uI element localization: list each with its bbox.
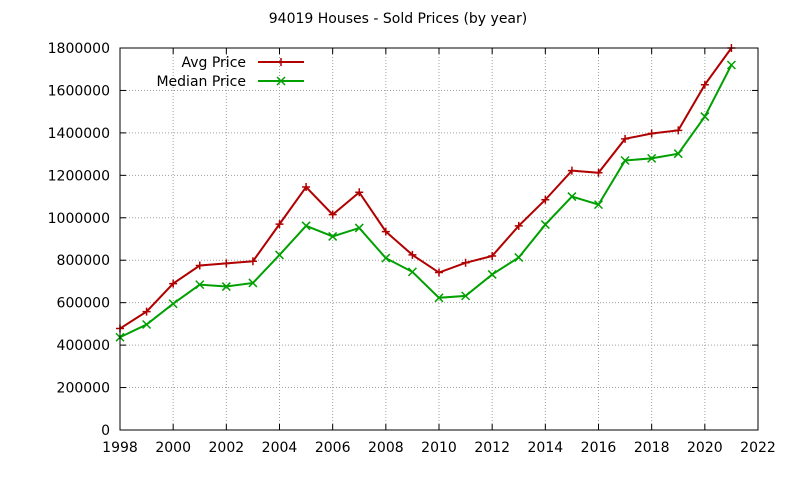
y-tick-label: 200000 xyxy=(57,381,110,397)
data-point xyxy=(541,195,550,204)
data-point xyxy=(674,126,683,135)
x-tick-label: 2012 xyxy=(474,440,510,456)
y-tick-label: 800000 xyxy=(57,253,110,269)
y-tick-label: 1600000 xyxy=(48,83,110,99)
data-point xyxy=(168,299,178,309)
y-tick-label: 0 xyxy=(101,423,110,439)
data-point xyxy=(726,60,736,70)
data-point xyxy=(169,279,178,288)
y-tick-label: 1200000 xyxy=(48,168,110,184)
data-point xyxy=(328,231,338,241)
data-point xyxy=(700,112,710,122)
x-tick-label: 2018 xyxy=(634,440,670,456)
data-point xyxy=(514,221,523,230)
data-point xyxy=(700,80,709,89)
data-point xyxy=(620,155,630,166)
series-median-price xyxy=(115,60,736,342)
data-point xyxy=(647,153,657,163)
data-point xyxy=(408,250,417,259)
x-tick-label: 2004 xyxy=(262,440,298,456)
data-point xyxy=(381,253,391,263)
y-tick-label: 1400000 xyxy=(48,126,110,142)
data-point xyxy=(328,210,337,219)
legend-label: Avg Price xyxy=(181,55,246,71)
grid xyxy=(120,48,758,430)
data-point xyxy=(514,252,524,262)
x-tick-label: 2022 xyxy=(740,440,776,456)
series-layer xyxy=(115,44,736,342)
x-tick-label: 2008 xyxy=(368,440,404,456)
x-tick-label: 2014 xyxy=(528,440,564,456)
y-tick-label: 400000 xyxy=(57,338,110,354)
y-tick-label: 600000 xyxy=(57,296,110,312)
x-tick-label: 2020 xyxy=(687,440,723,456)
data-point xyxy=(274,250,285,260)
data-point xyxy=(302,183,311,192)
data-point xyxy=(222,259,231,268)
data-point xyxy=(461,258,470,267)
data-point xyxy=(221,282,231,292)
data-point xyxy=(487,269,497,279)
chart-title: 94019 Houses - Sold Prices (by year) xyxy=(269,11,527,27)
data-point xyxy=(673,149,683,159)
series-line xyxy=(119,47,733,330)
legend: Avg Price Median Price xyxy=(156,55,304,90)
x-tick-label: 2010 xyxy=(421,440,457,456)
legend-marker xyxy=(276,76,286,86)
data-point xyxy=(275,220,284,229)
data-point xyxy=(461,291,471,301)
x-tick-label: 2000 xyxy=(155,440,191,456)
data-point xyxy=(248,278,258,288)
data-point xyxy=(621,134,630,143)
data-point xyxy=(195,280,205,290)
data-point xyxy=(142,307,151,316)
x-tick-label: 2006 xyxy=(315,440,351,456)
data-point xyxy=(354,223,364,233)
data-point xyxy=(593,200,604,210)
x-tick-label: 1998 xyxy=(102,440,138,456)
data-point xyxy=(594,168,603,177)
x-tick-label: 2002 xyxy=(209,440,245,456)
data-point xyxy=(567,166,576,175)
data-point xyxy=(248,257,257,266)
data-point xyxy=(540,220,550,230)
data-point xyxy=(301,221,311,231)
data-point xyxy=(407,267,417,277)
legend-label: Median Price xyxy=(156,74,246,90)
data-point xyxy=(647,129,656,138)
x-tick-label: 2016 xyxy=(581,440,617,456)
y-tick-label: 1000000 xyxy=(48,211,110,227)
data-point xyxy=(435,268,443,277)
data-point xyxy=(381,227,390,236)
y-tick-label: 1800000 xyxy=(48,41,110,57)
legend-marker xyxy=(277,58,285,66)
data-point xyxy=(567,192,577,202)
data-point xyxy=(142,319,152,330)
data-point xyxy=(355,188,364,197)
data-point xyxy=(434,293,444,303)
data-point xyxy=(488,251,497,260)
series-line xyxy=(119,64,733,339)
plot-frame xyxy=(119,47,759,431)
data-point xyxy=(195,261,204,270)
axis-ticks: 0 200000 400000 600000 800000 1000000 1200000 1… xyxy=(48,41,776,456)
